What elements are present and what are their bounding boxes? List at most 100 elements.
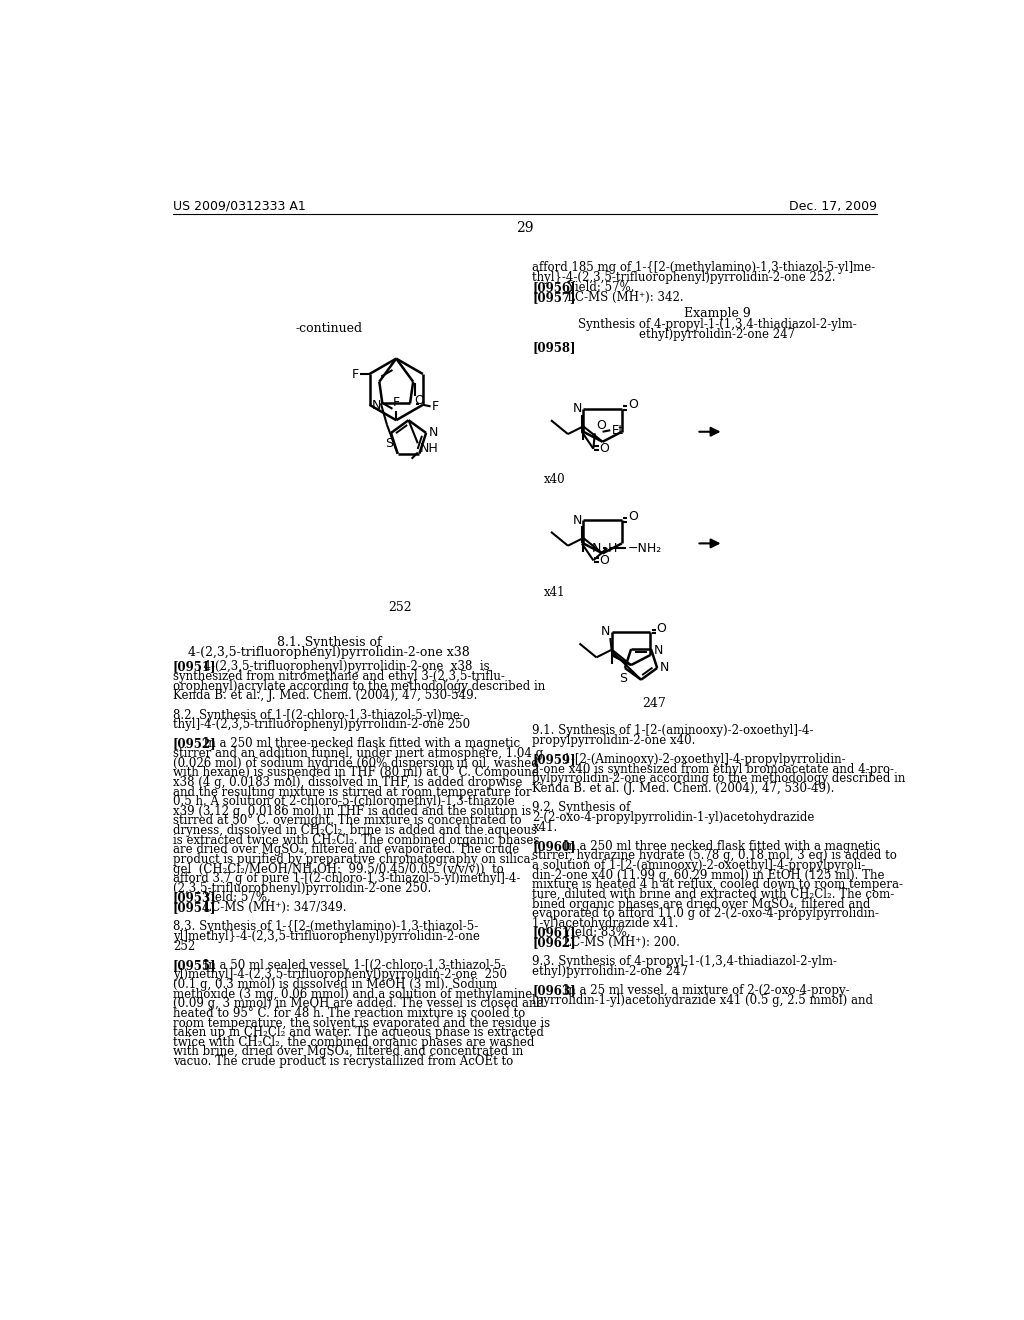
Text: room temperature, the solvent is evaporated and the residue is: room temperature, the solvent is evapora… (173, 1016, 550, 1030)
Text: 9.3. Synthesis of 4-propyl-1-(1,3,4-thiadiazol-2-ylm-: 9.3. Synthesis of 4-propyl-1-(1,3,4-thia… (532, 956, 838, 969)
Text: taken up in CH₂Cl₂ and water. The aqueous phase is extracted: taken up in CH₂Cl₂ and water. The aqueou… (173, 1026, 544, 1039)
Text: with brine, dried over MgSO₄, filtered and concentrated in: with brine, dried over MgSO₄, filtered a… (173, 1045, 523, 1059)
Text: mixture is heated 4 h at reflux, cooled down to room tempera-: mixture is heated 4 h at reflux, cooled … (532, 878, 903, 891)
Text: [0954]: [0954] (173, 902, 216, 913)
Text: LC-MS (MH⁺): 347/349.: LC-MS (MH⁺): 347/349. (197, 902, 347, 913)
Text: x41: x41 (544, 586, 565, 599)
Text: O: O (599, 554, 609, 566)
Text: is extracted twice with CH₂Cl₂. The combined organic phases: is extracted twice with CH₂Cl₂. The comb… (173, 834, 540, 846)
Text: 9.2. Synthesis of: 9.2. Synthesis of (532, 801, 631, 814)
Text: [0955]: [0955] (173, 958, 216, 972)
Text: -continued: -continued (296, 322, 362, 335)
Text: O: O (656, 622, 667, 635)
Text: 1-[2-(Aminooxy)-2-oxoethyl]-4-propylpyrrolidin-: 1-[2-(Aminooxy)-2-oxoethyl]-4-propylpyrr… (556, 754, 846, 766)
Text: (0.026 mol) of sodium hydride (60% dispersion in oil, washed: (0.026 mol) of sodium hydride (60% dispe… (173, 756, 539, 770)
Text: Yield: 57%.: Yield: 57%. (556, 281, 635, 294)
Text: afford 3.7 g of pure 1-[(2-chloro-1,3-thiazol-5-yl)methyl]-4-: afford 3.7 g of pure 1-[(2-chloro-1,3-th… (173, 873, 520, 886)
Text: are dried over MgSO₄, filtered and evaporated. The crude: are dried over MgSO₄, filtered and evapo… (173, 843, 519, 857)
Text: [0953]: [0953] (173, 891, 216, 904)
Text: N: N (592, 541, 601, 554)
Text: thyl]-4-(2,3,5-trifluorophenyl)pyrrolidin-2-one 250: thyl]-4-(2,3,5-trifluorophenyl)pyrrolidi… (173, 718, 470, 731)
Text: S: S (385, 437, 392, 450)
Text: x40: x40 (544, 473, 565, 486)
Text: evaporated to afford 11.0 g of 2-(2-oxo-4-propylpyrrolidin-: evaporated to afford 11.0 g of 2-(2-oxo-… (532, 907, 880, 920)
Text: heated to 95° C. for 48 h. The reaction mixture is cooled to: heated to 95° C. for 48 h. The reaction … (173, 1007, 525, 1020)
Text: 8.1. Synthesis of: 8.1. Synthesis of (276, 636, 382, 649)
Text: N: N (572, 513, 582, 527)
Text: dryness, dissolved in CH₂Cl₂, brine is added and the aqueous: dryness, dissolved in CH₂Cl₂, brine is a… (173, 824, 537, 837)
Text: (0.09 g, 3 mmol) in MeOH are added. The vessel is closed and: (0.09 g, 3 mmol) in MeOH are added. The … (173, 998, 544, 1010)
Text: −NH₂: −NH₂ (628, 541, 663, 554)
Text: F: F (351, 367, 358, 380)
Text: 252: 252 (388, 601, 412, 614)
Text: 8.3. Synthesis of 1-{[2-(methylamino)-1,3-thiazol-5-: 8.3. Synthesis of 1-{[2-(methylamino)-1,… (173, 920, 478, 933)
Text: US 2009/0312333 A1: US 2009/0312333 A1 (173, 199, 305, 213)
Text: F: F (432, 400, 439, 413)
Text: [0962]: [0962] (532, 936, 577, 949)
Text: 4-(2,3,5-trifluorophenyl)pyrrolidin-2-one  x38  is: 4-(2,3,5-trifluorophenyl)pyrrolidin-2-on… (197, 660, 489, 673)
Text: N: N (372, 399, 381, 412)
Text: [0951]: [0951] (173, 660, 216, 673)
Text: afford 185 mg of 1-{[2-(methylamino)-1,3-thiazol-5-yl]me-: afford 185 mg of 1-{[2-(methylamino)-1,3… (532, 261, 876, 273)
Text: 4-(2,3,5-trifluorophenyl)pyrrolidin-2-one x38: 4-(2,3,5-trifluorophenyl)pyrrolidin-2-on… (188, 645, 470, 659)
Text: N: N (601, 626, 610, 639)
Text: F: F (392, 396, 399, 409)
Text: 2-(2-oxo-4-propylpyrrolidin-1-yl)acetohydrazide: 2-(2-oxo-4-propylpyrrolidin-1-yl)acetohy… (532, 810, 815, 824)
Text: x38 (4 g, 0.0183 mol), dissolved in THF, is added dropwise: x38 (4 g, 0.0183 mol), dissolved in THF,… (173, 776, 522, 789)
Text: O: O (628, 510, 638, 523)
Text: Example 9: Example 9 (684, 308, 751, 319)
Text: In a 250 ml three-necked flask fitted with a magnetic: In a 250 ml three-necked flask fitted wi… (197, 738, 520, 751)
Text: [0963]: [0963] (532, 985, 577, 997)
Text: bined organic phases are dried over MgSO₄, filtered and: bined organic phases are dried over MgSO… (532, 898, 870, 911)
Text: with hexane) is suspended in THF (80 ml) at 0° C. Compound: with hexane) is suspended in THF (80 ml)… (173, 767, 540, 779)
Text: stirred at 50° C. overnight. The mixture is concentrated to: stirred at 50° C. overnight. The mixture… (173, 814, 521, 828)
Text: [0959]: [0959] (532, 754, 575, 766)
Text: x41.: x41. (532, 821, 558, 834)
Text: stirrer and an addition funnel, under inert atmosphere, 1.04 g: stirrer and an addition funnel, under in… (173, 747, 543, 760)
Text: gel  (CH₂Cl₂/MeOH/NH₄OH:  99.5/0.45/0.05  (v/v/v))  to: gel (CH₂Cl₂/MeOH/NH₄OH: 99.5/0.45/0.05 (… (173, 862, 504, 875)
Text: O: O (596, 418, 606, 432)
Text: ethyl)pyrrolidin-2-one 247: ethyl)pyrrolidin-2-one 247 (532, 965, 688, 978)
Text: [0952]: [0952] (173, 738, 216, 751)
Text: twice with CH₂Cl₂, the combined organic phases are washed: twice with CH₂Cl₂, the combined organic … (173, 1036, 535, 1049)
Text: Dec. 17, 2009: Dec. 17, 2009 (788, 199, 877, 213)
Text: yl)methyl]-4-(2,3,5-trifluorophenyl)pyrrolidin-2-one  250: yl)methyl]-4-(2,3,5-trifluorophenyl)pyrr… (173, 969, 507, 982)
Text: LC-MS (MH⁺): 342.: LC-MS (MH⁺): 342. (556, 290, 684, 304)
Text: N: N (659, 661, 669, 675)
Text: methoxide (3 mg, 0.06 mmol) and a solution of methylamine: methoxide (3 mg, 0.06 mmol) and a soluti… (173, 987, 532, 1001)
Text: (2,3,5-trifluorophenyl)pyrrolidin-2-one 250.: (2,3,5-trifluorophenyl)pyrrolidin-2-one … (173, 882, 431, 895)
Text: [0956]: [0956] (532, 281, 575, 294)
Text: 8.2. Synthesis of 1-[(2-chloro-1,3-thiazol-5-yl)me-: 8.2. Synthesis of 1-[(2-chloro-1,3-thiaz… (173, 709, 464, 722)
Text: 252: 252 (173, 940, 196, 953)
Text: [0958]: [0958] (532, 341, 575, 354)
Text: x39 (3.12 g, 0.0186 mol) in THF is added and the solution is: x39 (3.12 g, 0.0186 mol) in THF is added… (173, 805, 531, 818)
Text: product is purified by preparative chromatography on silica-: product is purified by preparative chrom… (173, 853, 535, 866)
Text: [0957]: [0957] (532, 290, 575, 304)
Text: N: N (572, 403, 582, 416)
Text: Et: Et (611, 424, 624, 437)
Text: yl]methyl}-4-(2,3,5-trifluorophenyl)pyrrolidin-2-one: yl]methyl}-4-(2,3,5-trifluorophenyl)pyrr… (173, 929, 480, 942)
Text: O: O (628, 399, 638, 412)
Text: ture, diluted with brine and extracted with CH₂Cl₂. The com-: ture, diluted with brine and extracted w… (532, 888, 895, 902)
Text: 1-yl)acetohydrazide x41.: 1-yl)acetohydrazide x41. (532, 917, 679, 929)
Text: In a 25 ml vessel, a mixture of 2-(2-oxo-4-propy-: In a 25 ml vessel, a mixture of 2-(2-oxo… (556, 985, 850, 997)
Text: Yield: 83%.: Yield: 83%. (556, 927, 631, 940)
Text: O: O (414, 395, 424, 408)
Text: a solution of 1-[2-(aminooxy)-2-oxoethyl]-4-propylpyroli-: a solution of 1-[2-(aminooxy)-2-oxoethyl… (532, 859, 865, 873)
Text: (0.1 g, 0.3 mmol) is dissolved in MeOH (3 ml). Sodium: (0.1 g, 0.3 mmol) is dissolved in MeOH (… (173, 978, 498, 991)
Text: In a 250 ml three necked flask fitted with a magnetic: In a 250 ml three necked flask fitted wi… (556, 840, 880, 853)
Text: orophenyl)acrylate according to the methodology described in: orophenyl)acrylate according to the meth… (173, 680, 545, 693)
Text: H: H (608, 541, 617, 554)
Text: [0960]: [0960] (532, 840, 575, 853)
Text: LC-MS (MH⁺): 200.: LC-MS (MH⁺): 200. (556, 936, 680, 949)
Text: ethyl)pyrrolidin-2-one 247: ethyl)pyrrolidin-2-one 247 (639, 327, 796, 341)
Text: 247: 247 (642, 697, 666, 710)
Text: Kenda B. et al. (J. Med. Chem. (2004), 47, 530-49).: Kenda B. et al. (J. Med. Chem. (2004), 4… (532, 781, 835, 795)
Text: stirrer, hydrazine hydrate (5.78 g, 0.18 mol, 3 eq) is added to: stirrer, hydrazine hydrate (5.78 g, 0.18… (532, 850, 897, 862)
Text: 0.5 h. A solution of 2-chloro-5-(chloromethyl)-1,3-thiazole: 0.5 h. A solution of 2-chloro-5-(chlorom… (173, 795, 515, 808)
Text: Yield: 57%.: Yield: 57%. (197, 891, 271, 904)
Text: In a 50 ml sealed vessel, 1-[(2-chloro-1,3-thiazol-5-: In a 50 ml sealed vessel, 1-[(2-chloro-1… (197, 958, 506, 972)
Text: 2-one x40 is synthesized from ethyl bromoacetate and 4-pro-: 2-one x40 is synthesized from ethyl brom… (532, 763, 895, 776)
Text: O: O (599, 442, 609, 455)
Text: pylpyrrolidin-2-one according to the methodology described in: pylpyrrolidin-2-one according to the met… (532, 772, 906, 785)
